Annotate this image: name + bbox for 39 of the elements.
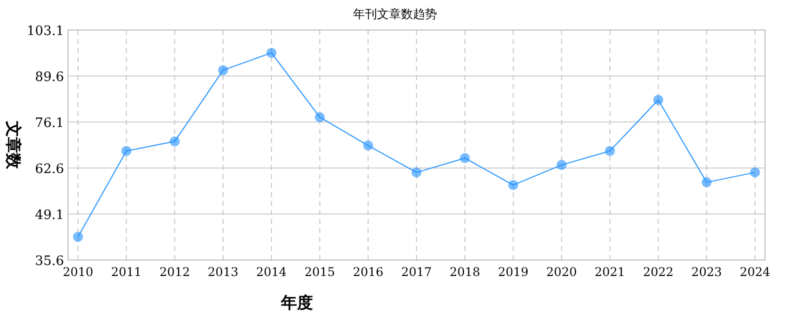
point <box>73 232 83 242</box>
x-axis-title: 年度 <box>280 293 313 312</box>
x-tick-label: 2010 <box>62 265 94 279</box>
point <box>460 153 470 164</box>
x-tick-label: 2020 <box>546 265 577 279</box>
y-tick-label: 35.6 <box>35 254 64 269</box>
point <box>653 94 664 105</box>
y-tick-label: 76.1 <box>35 116 64 131</box>
x-tick-label: 2014 <box>256 265 288 279</box>
x-tick-label: 2024 <box>740 265 771 279</box>
x-tick-label: 2022 <box>643 265 674 279</box>
x-tick-label: 2012 <box>159 265 190 279</box>
x-tick-label: 2015 <box>304 265 336 279</box>
y-tick-label: 89.6 <box>35 70 64 85</box>
point <box>314 112 325 122</box>
point <box>218 65 228 76</box>
point <box>702 177 712 188</box>
x-tick-label: 2021 <box>594 265 626 279</box>
x-tick-label: 2013 <box>208 265 238 279</box>
y-tick-label: 62.6 <box>35 162 64 177</box>
y-axis-title: 文章数 <box>4 120 23 170</box>
y-tick-label: 103.1 <box>26 24 64 39</box>
chart-title: 年刊文章数趋势 <box>353 7 437 21</box>
x-tick-label: 2017 <box>401 265 432 279</box>
point <box>508 180 518 190</box>
point <box>412 167 422 178</box>
point <box>363 140 374 151</box>
point <box>556 160 567 170</box>
x-tick-label: 2016 <box>352 265 384 279</box>
x-tick-label: 2023 <box>691 265 722 279</box>
x-tick-label: 2018 <box>450 265 480 279</box>
x-tick-label: 2011 <box>111 265 142 279</box>
x-tick-label: 2019 <box>498 265 528 279</box>
y-tick-label: 49.1 <box>35 208 64 223</box>
point <box>604 146 615 156</box>
point <box>121 146 132 156</box>
point <box>170 136 180 146</box>
point <box>266 48 276 58</box>
point <box>750 167 760 178</box>
